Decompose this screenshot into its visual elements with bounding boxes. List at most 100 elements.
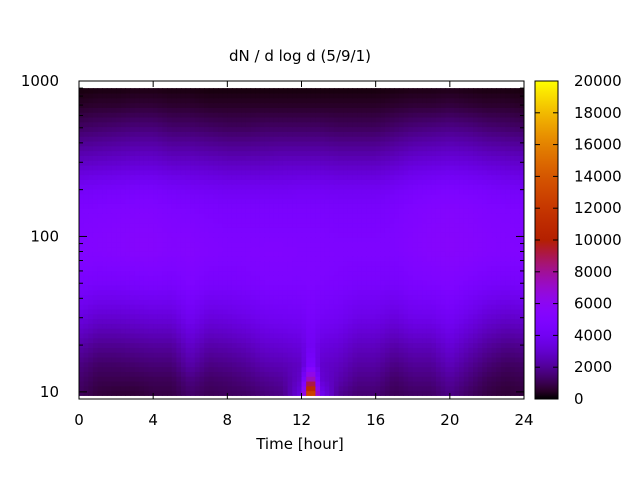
heatmap-cell: [366, 265, 372, 272]
heatmap-cell: [468, 308, 474, 315]
heatmap-cell: [463, 366, 469, 372]
heatmap-cell: [514, 208, 520, 214]
heatmap-cell: [366, 356, 372, 363]
heatmap-cell: [389, 337, 395, 344]
heatmap-cell: [491, 294, 497, 300]
heatmap-cell: [459, 284, 465, 291]
heatmap-cell: [88, 361, 94, 368]
heatmap-cell: [227, 232, 233, 238]
heatmap-cell: [79, 323, 85, 329]
heatmap-cell: [167, 198, 173, 204]
heatmap-cell: [320, 304, 326, 310]
heatmap-cell: [97, 140, 103, 147]
heatmap-cell: [79, 352, 85, 358]
heatmap-cell: [394, 294, 400, 300]
heatmap-cell: [347, 313, 354, 320]
heatmap-cell: [445, 222, 451, 228]
heatmap-cell: [264, 284, 270, 291]
heatmap-cell: [343, 280, 349, 286]
heatmap-cell: [449, 232, 456, 238]
heatmap-cell: [519, 150, 524, 156]
heatmap-cell: [352, 227, 358, 233]
heatmap-cell: [496, 260, 502, 267]
heatmap-cell: [398, 361, 405, 368]
heatmap-cell: [445, 270, 451, 276]
heatmap-cell: [431, 332, 437, 339]
heatmap-cell: [129, 179, 136, 185]
heatmap-cell: [231, 174, 238, 180]
heatmap-cell: [222, 150, 228, 156]
heatmap-cell: [510, 289, 516, 296]
heatmap-cell: [496, 198, 502, 204]
heatmap-cell: [79, 145, 85, 152]
heatmap-cell: [431, 217, 437, 224]
heatmap-cell: [194, 169, 201, 176]
heatmap-cell: [264, 275, 270, 281]
heatmap-cell: [338, 332, 344, 339]
heatmap-cell: [227, 179, 233, 185]
heatmap-cell: [92, 174, 99, 180]
heatmap-cell: [338, 179, 344, 185]
heatmap-cell: [250, 376, 256, 382]
heatmap-cell: [204, 188, 210, 195]
heatmap-cell: [143, 280, 150, 286]
heatmap-cell: [278, 184, 284, 190]
heatmap-cell: [463, 241, 469, 248]
heatmap-cell: [486, 366, 493, 372]
heatmap-cell: [79, 155, 85, 161]
heatmap-cell: [315, 184, 321, 190]
heatmap-cell: [171, 332, 177, 339]
heatmap-cell: [143, 260, 150, 267]
heatmap-cell: [111, 217, 117, 224]
heatmap-cell: [282, 208, 289, 214]
heatmap-cell: [306, 380, 312, 387]
heatmap-cell: [389, 232, 395, 238]
heatmap-cell: [473, 304, 479, 310]
heatmap-cell: [352, 246, 358, 252]
heatmap-cell: [83, 318, 89, 324]
heatmap-cell: [269, 160, 275, 166]
heatmap-cell: [153, 337, 159, 344]
heatmap-cell: [199, 208, 205, 214]
heatmap-cell: [153, 193, 159, 200]
heatmap-cell: [329, 385, 335, 392]
heatmap-cell: [250, 193, 256, 200]
heatmap-cell: [125, 361, 131, 368]
heatmap-cell: [88, 299, 94, 305]
heatmap-cell: [514, 280, 520, 286]
heatmap-cell: [371, 217, 377, 224]
heatmap-cell: [477, 332, 483, 339]
heatmap-cell: [505, 361, 511, 368]
heatmap-cell: [292, 366, 298, 372]
heatmap-cell: [269, 193, 275, 200]
heatmap-cell: [301, 160, 307, 166]
heatmap-cell: [97, 371, 103, 377]
heatmap-cell: [162, 323, 168, 329]
heatmap-cell: [454, 347, 460, 353]
heatmap-cell: [278, 179, 284, 185]
heatmap-cell: [208, 155, 215, 161]
heatmap-cell: [398, 308, 405, 315]
heatmap-cell: [347, 304, 354, 310]
heatmap-cell: [134, 361, 140, 368]
heatmap-cell: [255, 337, 261, 344]
heatmap-cell: [120, 284, 126, 291]
heatmap-cell: [435, 251, 442, 257]
heatmap-cell: [83, 332, 89, 339]
heatmap-cell: [176, 217, 182, 224]
heatmap-cell: [320, 164, 326, 171]
heatmap-cell: [380, 347, 386, 353]
heatmap-cell: [435, 352, 442, 358]
heatmap-cell: [269, 380, 275, 387]
heatmap-cell: [431, 256, 437, 262]
heatmap-cell: [278, 390, 284, 396]
heatmap-cell: [241, 294, 247, 300]
heatmap-cell: [218, 251, 224, 257]
heatmap-cell: [426, 270, 432, 276]
heatmap-cell: [412, 150, 418, 156]
heatmap-cell: [116, 227, 122, 233]
heatmap-cell: [384, 275, 391, 281]
heatmap-cell: [426, 294, 432, 300]
heatmap-cell: [463, 160, 469, 166]
heatmap-cell: [426, 208, 432, 214]
